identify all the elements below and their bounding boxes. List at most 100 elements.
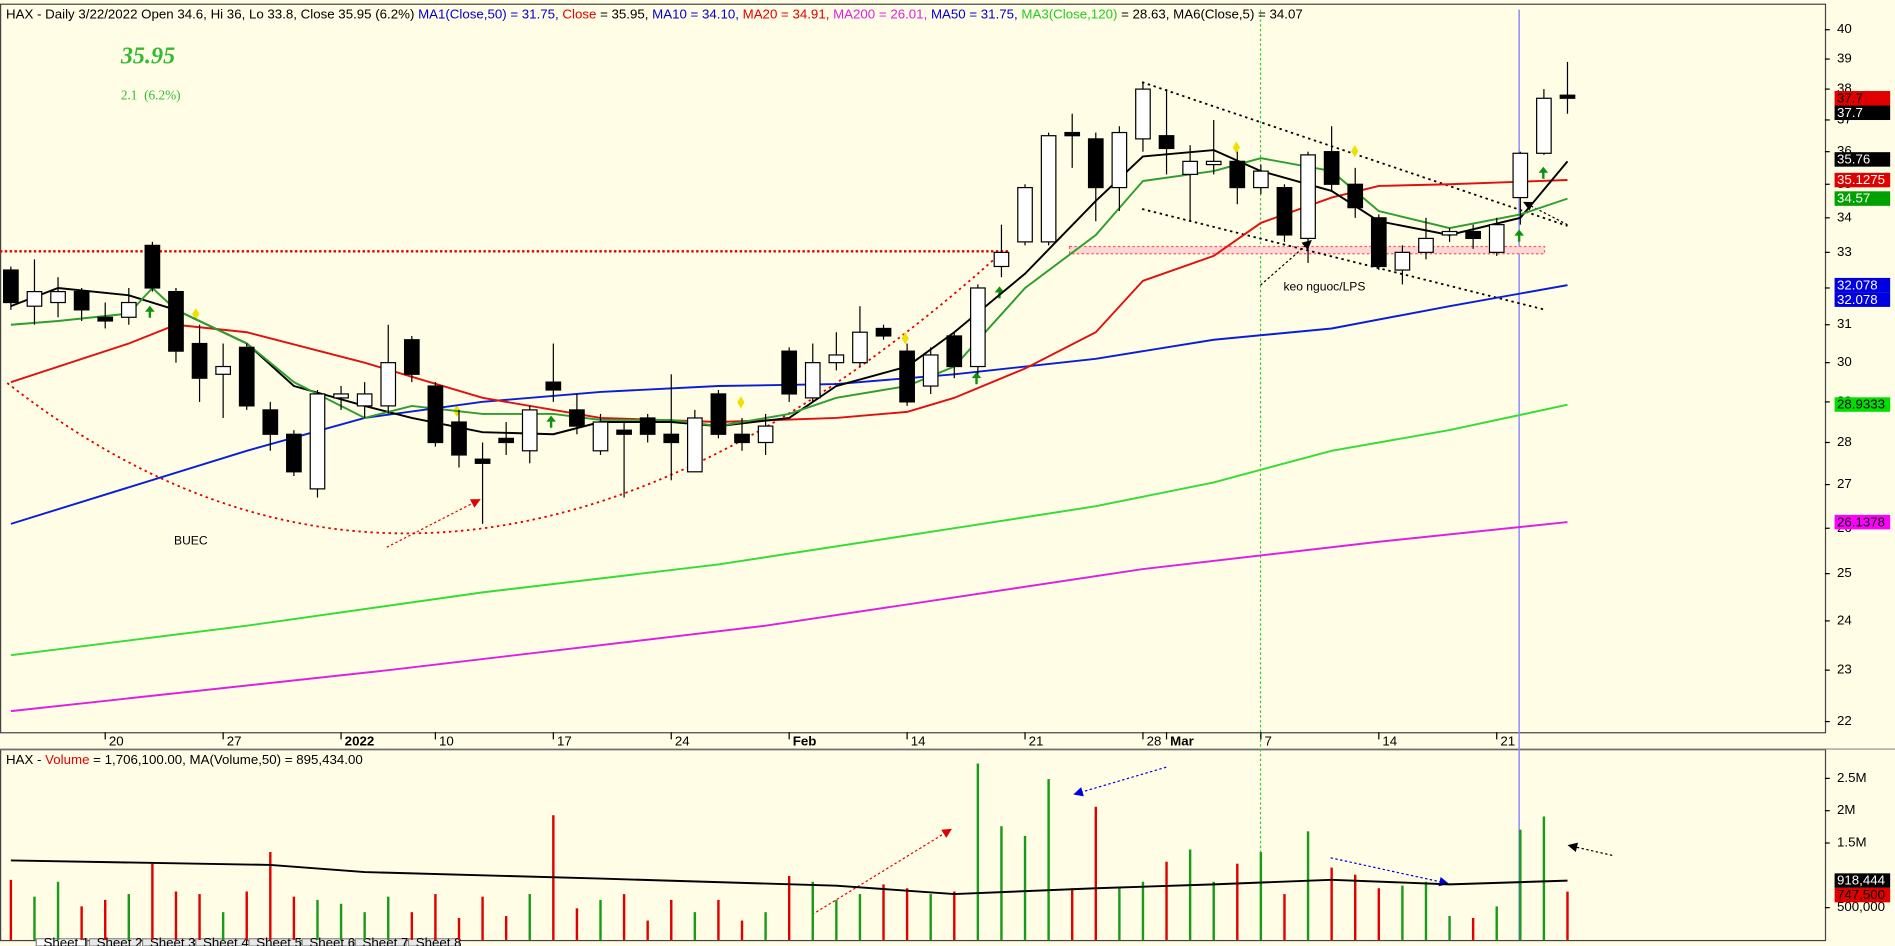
candle-body [592, 421, 609, 452]
header-segment: MA3(Close,120) [1021, 6, 1117, 21]
arrow [1260, 240, 1312, 286]
candle-body [1135, 88, 1151, 140]
volume-bar [9, 879, 13, 940]
candle-body [521, 409, 538, 452]
volume-bar [1448, 916, 1451, 940]
moving-average [10, 157, 1568, 428]
volume-bar [127, 894, 131, 940]
header-segment: = 28.63, MA6(Close,5) = 34.07 [1117, 6, 1302, 21]
candle-body [26, 290, 43, 307]
candle-body [1323, 151, 1340, 185]
candle-body [545, 381, 562, 391]
volume-bar [1542, 816, 1546, 940]
candle-body [828, 354, 845, 364]
x-tick-label: 17 [557, 733, 572, 748]
value-tag-label: 26.1378 [1837, 514, 1885, 529]
y-tick-label: 31 [1837, 316, 1852, 331]
candle-body [639, 417, 656, 435]
value-tag [1834, 277, 1891, 293]
tab-label: Sheet 1 [44, 935, 90, 946]
y-tick-label: 30 [1837, 354, 1852, 369]
moving-average [10, 403, 1568, 657]
volume-bar [787, 875, 791, 940]
volume-bar [56, 881, 60, 940]
candle-body [309, 393, 326, 490]
value-tag-label: 747,500 [1837, 887, 1885, 902]
volume-bar [1283, 894, 1286, 940]
volume-bar [1424, 881, 1428, 940]
x-tick-label: 2022 [345, 733, 375, 748]
candle-body [262, 409, 279, 435]
annotation: BUEC [174, 533, 208, 547]
candle-body [333, 393, 349, 399]
volume-bar [1188, 849, 1192, 940]
candle-body [1512, 152, 1529, 199]
y-tick-label: 34 [1837, 209, 1852, 224]
volume-bar [811, 881, 814, 940]
change-label: 2.1 (6.2%) [121, 88, 181, 103]
candle-body [1064, 131, 1081, 137]
candle-body [899, 350, 915, 403]
annotation: keo nguoc/LPS [1283, 280, 1365, 294]
header-segment: HAX - [6, 751, 45, 766]
volume-bar [599, 899, 602, 940]
volume-bar [481, 896, 484, 940]
volume-bar [457, 917, 461, 940]
candle-body [144, 244, 161, 289]
x-tick-label: 14 [911, 733, 926, 748]
volume-bar [1566, 891, 1569, 940]
candle-body [1465, 230, 1481, 240]
volume-bar [245, 891, 248, 940]
volume-bar [410, 912, 414, 940]
value-tag [1834, 152, 1891, 167]
y-tick-label: 27 [1837, 476, 1852, 491]
volume-bar [387, 896, 390, 940]
value-tag-label: 32.078 [1837, 292, 1878, 307]
volume-bar [1000, 826, 1003, 940]
value-tag [1834, 191, 1891, 206]
x-tick-label: Mar [1170, 733, 1194, 748]
price-header: HAX - Daily 3/22/2022 Open 34.6, Hi 36, … [6, 6, 1303, 21]
x-tick-label: 28 [1147, 733, 1162, 748]
y-tick-label: 2.5M [1837, 770, 1867, 785]
y-tick-label: 25 [1837, 565, 1852, 580]
tab-label: Sheet 7 [363, 935, 409, 946]
volume-bar [905, 888, 909, 940]
candle-body [875, 327, 892, 337]
candle-body [734, 433, 750, 444]
x-tick-label: Feb [793, 733, 817, 748]
x-tick-label: 14 [1382, 733, 1397, 748]
volume-bar [198, 894, 201, 940]
y-tick-label: 1.5M [1837, 835, 1867, 850]
value-tag-label: 37.7 [1837, 105, 1863, 120]
candle-body [1158, 135, 1175, 150]
volume-bar [717, 899, 720, 940]
price-pane [0, 3, 1827, 734]
candle-body [1205, 160, 1222, 166]
value-tag-label: 35.76 [1837, 152, 1870, 167]
header-segment: MA200 = 26.01, [833, 6, 931, 21]
candle-body [710, 393, 727, 435]
arrow [1073, 766, 1167, 797]
candle-body [403, 339, 420, 375]
volume-bar [1401, 885, 1404, 940]
x-tick-label: 21 [1029, 733, 1044, 748]
candle-body [168, 290, 184, 352]
candle-body [1300, 154, 1316, 240]
candle-body [1087, 138, 1104, 189]
wedge-bottom [1141, 208, 1544, 311]
y-tick-label: 22 [1837, 713, 1852, 728]
header-segment: = 1,706,100.00, MA(Volume,50) = 895,434.… [89, 751, 362, 766]
y-tick-label: 24 [1837, 612, 1852, 627]
value-tag [1834, 887, 1891, 903]
candle-body [1559, 94, 1576, 99]
volume-bar [1165, 861, 1168, 940]
volume-bar [269, 852, 272, 940]
volume-bar [1094, 806, 1097, 940]
y-tick-label: 39 [1837, 51, 1852, 66]
value-tag-label: 34.57 [1837, 191, 1870, 206]
moving-average [10, 859, 1568, 896]
tab-label: Sheet 3 [150, 935, 196, 946]
candle-body [1276, 186, 1293, 236]
